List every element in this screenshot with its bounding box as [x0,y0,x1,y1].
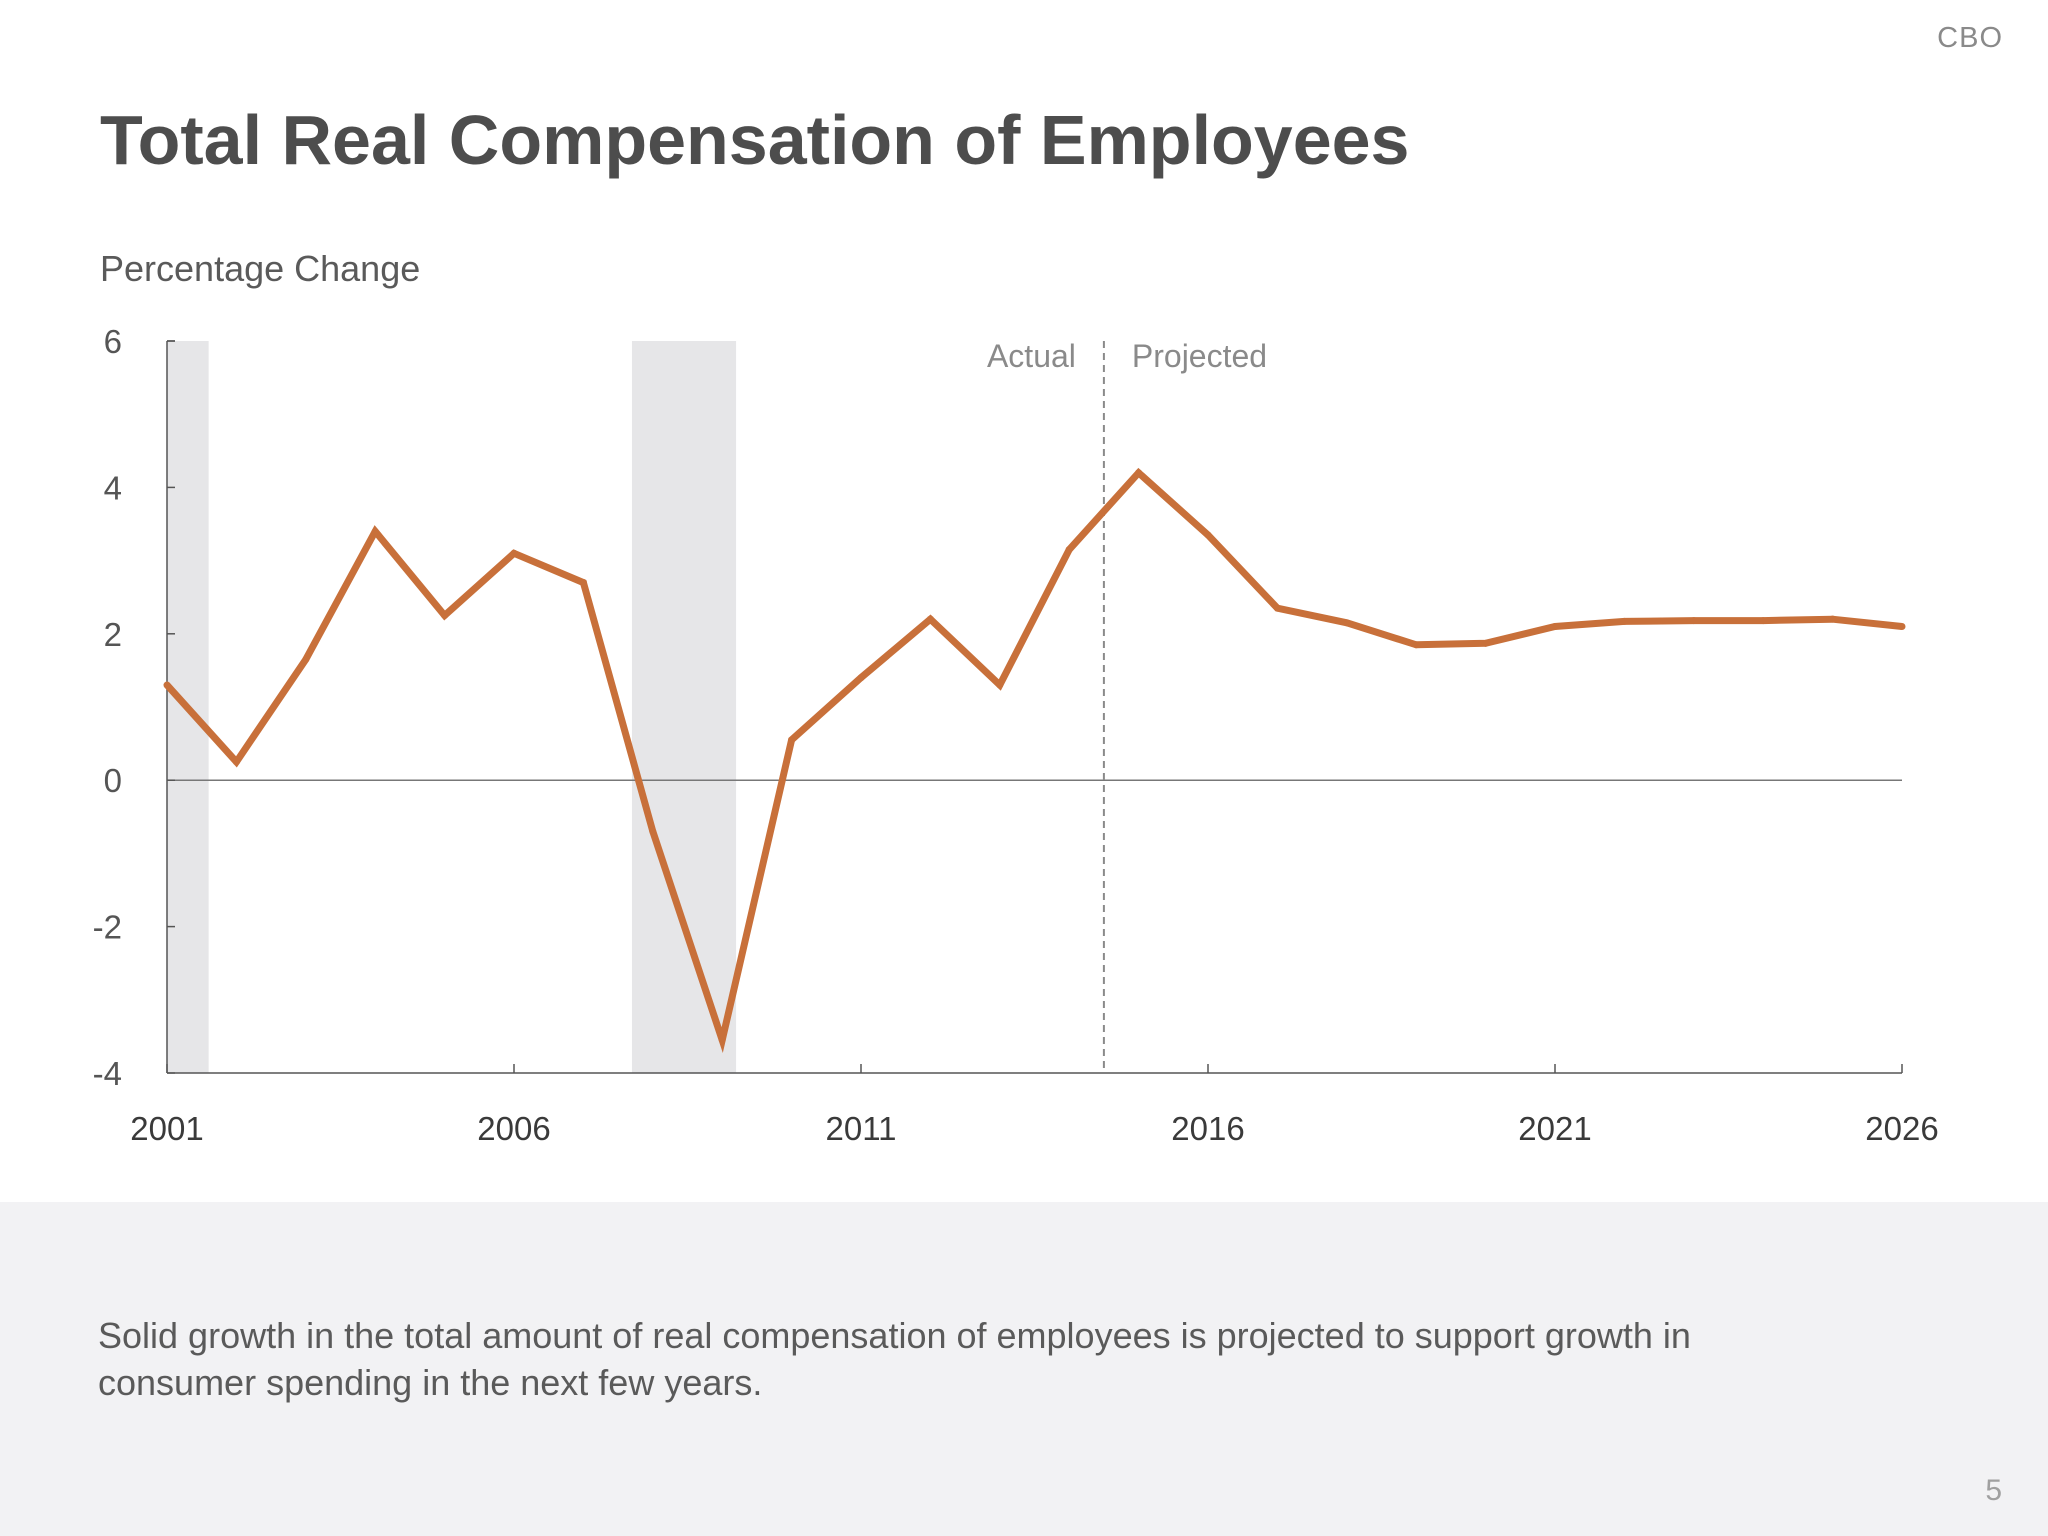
data-point [1759,617,1767,625]
data-point [1690,617,1698,625]
data-point [1620,617,1628,625]
x-tick-label: 2026 [1865,1110,1938,1147]
data-point [857,674,865,682]
data-point [510,549,518,557]
data-point [1412,641,1420,649]
page-number: 5 [1985,1474,2002,1507]
x-tick-label: 2011 [826,1110,897,1147]
y-tick-label: -2 [93,909,122,946]
data-point [371,527,379,535]
footer-panel: Solid growth in the total amount of real… [0,1202,2048,1536]
data-point [1065,546,1073,554]
data-point [1204,531,1212,539]
data-point [579,579,587,587]
recession-band-2 [631,341,737,1073]
data-point [788,736,796,744]
data-point [1273,604,1281,612]
brand-label: CBO [1937,22,2003,54]
data-point [1551,622,1559,630]
data-point [163,681,171,689]
x-tick-label: 2021 [1518,1110,1591,1147]
y-tick-label: -4 [93,1055,122,1092]
y-tick-label: 2 [104,616,122,653]
y-tick-label: 6 [104,323,122,360]
page-title: Total Real Compensation of Employees [100,101,1410,179]
data-point [1343,619,1351,627]
data-point [718,1036,726,1044]
line-chart: -4 -2 0 2 4 6 2001 2006 2011 2016 2021 2026 Actual Pr… [93,323,1939,1147]
y-tick-label: 4 [104,469,122,506]
actual-label: Actual [987,338,1076,374]
x-tick-label: 2016 [1171,1110,1244,1147]
data-point [1482,639,1490,647]
data-point [1829,615,1837,623]
data-point [1898,622,1906,630]
caption-text: Solid growth in the total amount of real… [98,1315,1691,1403]
projected-label: Projected [1132,338,1267,374]
data-point [441,612,449,619]
data-point [1135,469,1143,477]
y-tick-label: 0 [104,762,122,799]
x-tick-label: 2006 [477,1110,550,1147]
data-point [302,655,310,663]
y-axis-label: Percentage Change [100,248,421,289]
data-point [996,681,1004,689]
data-point [649,827,657,835]
data-point [232,758,240,766]
data-point [926,615,934,623]
series-line-1 [164,467,1903,1054]
x-tick-label: 2001 [130,1110,203,1147]
